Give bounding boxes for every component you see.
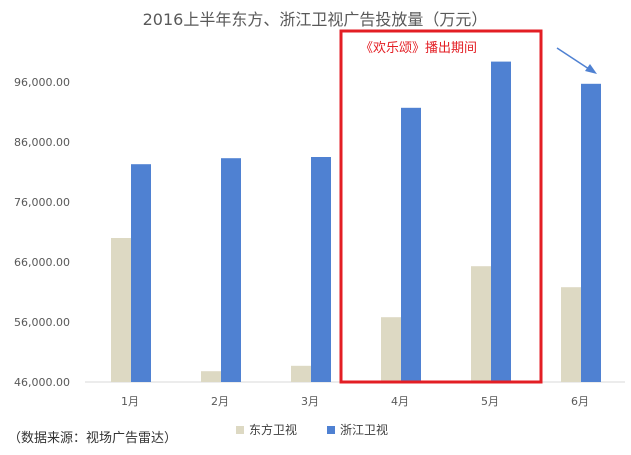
chart-title: 2016上半年东方、浙江卫视广告投放量（万元） — [143, 10, 488, 29]
x-tick-label: 5月 — [481, 395, 499, 408]
legend-swatch-dongfang — [236, 426, 244, 434]
source-note: （数据来源：视场广告雷达） — [8, 431, 177, 446]
y-tick-label: 76,000.00 — [14, 196, 70, 209]
bar-zhejiang-6 — [581, 83, 601, 383]
x-tick-label: 3月 — [301, 395, 319, 408]
bar-zhejiang-5 — [491, 61, 511, 382]
y-tick-label: 66,000.00 — [14, 256, 70, 269]
legend-label-zhejiang: 浙江卫视 — [340, 422, 388, 437]
bar-dongfang-5 — [471, 266, 491, 382]
x-tick-label: 1月 — [121, 395, 139, 408]
bar-zhejiang-4 — [401, 107, 421, 383]
y-axis: 46,000.00 56,000.00 66,000.00 76,000.00 86,0… — [14, 76, 70, 389]
bar-zhejiang-3 — [311, 157, 331, 382]
y-tick-label: 56,000.00 — [14, 316, 70, 329]
bar-dongfang-3 — [291, 365, 311, 382]
legend: 东方卫视 浙江卫视 — [236, 422, 388, 437]
bar-dongfang-1 — [111, 238, 131, 382]
x-tick-label: 6月 — [571, 395, 589, 408]
x-tick-label: 2月 — [211, 395, 229, 408]
y-tick-label: 86,000.00 — [14, 136, 70, 149]
bar-dongfang-6 — [561, 287, 581, 382]
arrow-icon — [556, 47, 597, 74]
legend-label-dongfang: 东方卫视 — [249, 422, 297, 437]
x-tick-label: 4月 — [391, 395, 409, 408]
bar-dongfang-2 — [201, 371, 221, 382]
x-axis: 1月 2月 3月 4月 5月 6月 — [121, 395, 589, 408]
y-tick-label: 46,000.00 — [14, 376, 70, 389]
highlight-box — [339, 29, 543, 384]
bar-dongfang-4 — [381, 317, 401, 382]
bar-zhejiang-1 — [131, 164, 151, 382]
y-tick-label: 96,000.00 — [14, 76, 70, 89]
legend-swatch-zhejiang — [327, 426, 335, 434]
annotation-label: 《欢乐颂》播出期间 — [360, 41, 477, 56]
bars — [111, 61, 601, 383]
bar-zhejiang-2 — [221, 158, 241, 382]
